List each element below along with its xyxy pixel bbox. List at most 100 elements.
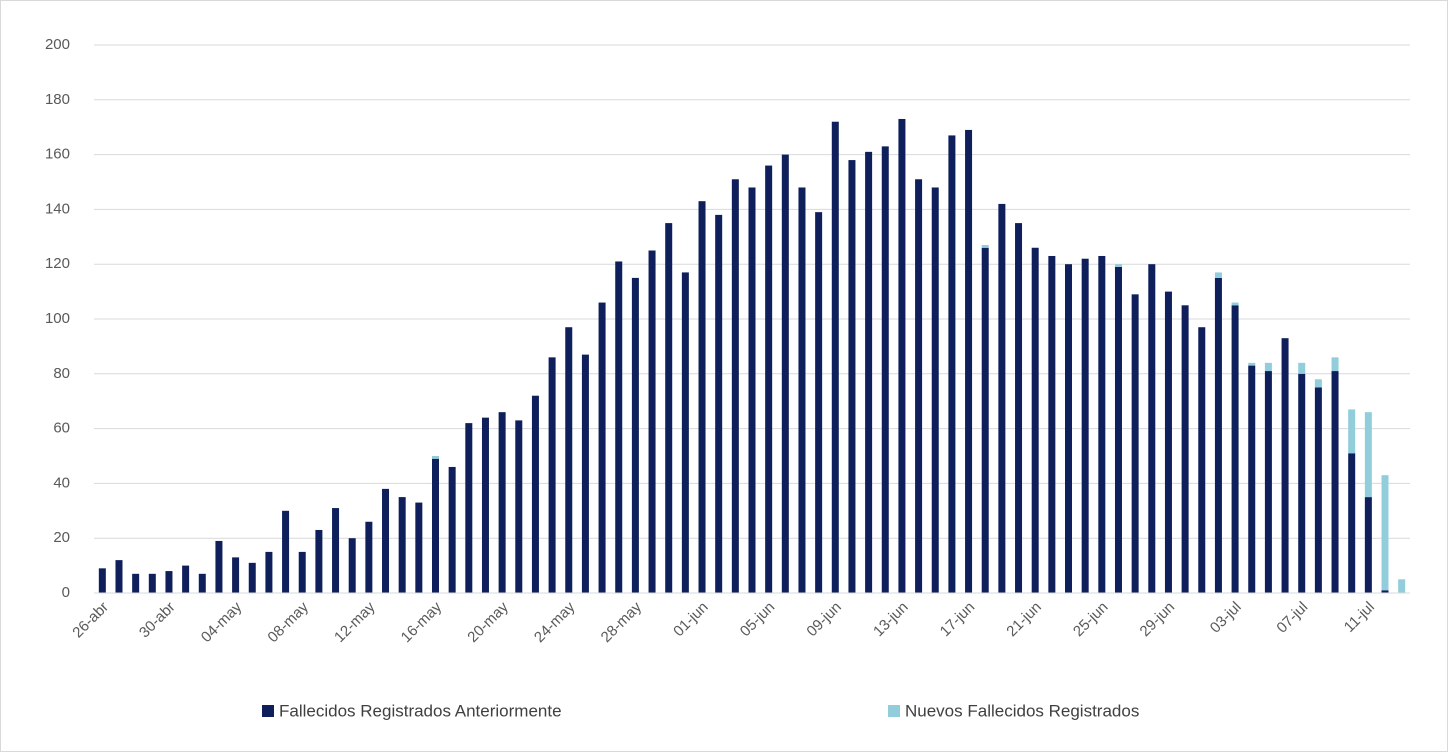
bar <box>1048 255 1056 594</box>
bar <box>282 510 290 593</box>
y-tick-label: 200 <box>45 36 70 53</box>
bar <box>698 201 706 593</box>
bar <box>365 521 373 593</box>
bar <box>1348 409 1356 454</box>
bar <box>215 540 223 593</box>
bar <box>1031 247 1039 593</box>
bar <box>332 508 340 593</box>
bar <box>981 247 989 593</box>
y-tick-label: 120 <box>45 255 70 272</box>
bar <box>648 250 656 593</box>
bar <box>265 551 273 593</box>
bar <box>198 573 206 593</box>
bar <box>1298 362 1306 374</box>
y-tick-label: 180 <box>45 91 70 108</box>
bar <box>165 571 173 593</box>
bar <box>598 302 606 593</box>
bar <box>1248 362 1256 366</box>
bar <box>931 187 939 594</box>
bar <box>182 565 190 593</box>
legend-label: Fallecidos Registrados Anteriormente <box>279 701 562 720</box>
bar <box>1081 258 1089 593</box>
bar <box>615 261 623 593</box>
bar <box>1214 277 1222 593</box>
bar <box>731 179 739 593</box>
y-tick-label: 0 <box>62 584 70 601</box>
bar <box>431 458 439 593</box>
bar <box>748 187 756 594</box>
bar <box>531 395 539 593</box>
bar <box>1181 305 1189 593</box>
bar <box>981 245 989 248</box>
y-tick-label: 140 <box>45 200 70 217</box>
y-tick-label: 80 <box>53 365 70 382</box>
bar <box>1214 272 1222 278</box>
bar <box>848 160 856 593</box>
bar <box>1114 264 1122 267</box>
bar <box>1298 373 1306 593</box>
bar <box>1231 305 1239 593</box>
bar <box>765 165 773 593</box>
bar <box>415 502 423 593</box>
bar <box>1114 266 1122 593</box>
bar <box>232 557 240 593</box>
bar <box>398 497 406 593</box>
bar <box>681 272 689 593</box>
bar <box>1264 371 1272 593</box>
bar <box>498 412 506 593</box>
bar <box>148 573 156 593</box>
bar <box>1348 453 1356 593</box>
legend-label: Nuevos Fallecidos Registrados <box>905 701 1139 720</box>
bar <box>815 212 823 593</box>
bar <box>1364 412 1372 498</box>
bar <box>515 420 523 593</box>
bar <box>1131 294 1139 593</box>
bar <box>248 562 256 593</box>
bar <box>98 568 106 593</box>
bar <box>631 277 639 593</box>
bar <box>315 529 323 593</box>
bar <box>465 423 473 593</box>
bar <box>298 551 306 593</box>
bar <box>1331 371 1339 593</box>
bar <box>132 573 140 593</box>
bar <box>382 488 390 593</box>
bar <box>881 146 889 593</box>
bar <box>665 223 673 593</box>
y-tick-label: 20 <box>53 529 70 546</box>
legend-swatch <box>262 705 274 717</box>
bar <box>1248 365 1256 593</box>
bar <box>715 214 723 593</box>
bar <box>1198 327 1206 593</box>
bar <box>1364 497 1372 593</box>
bar <box>1065 264 1073 593</box>
y-tick-label: 60 <box>53 420 70 437</box>
bar <box>948 135 956 594</box>
bar <box>548 357 556 593</box>
bar <box>1231 302 1239 306</box>
y-tick-label: 160 <box>45 146 70 163</box>
bar <box>1264 362 1272 372</box>
bar <box>898 118 906 593</box>
bar <box>1381 590 1389 593</box>
bar <box>115 560 123 593</box>
bar <box>1314 387 1322 593</box>
bar <box>1331 357 1339 372</box>
bar <box>1398 579 1406 593</box>
bar <box>915 179 923 593</box>
y-tick-label: 100 <box>45 310 70 327</box>
bar <box>1148 264 1156 593</box>
bar <box>565 327 573 593</box>
bar <box>1164 291 1172 593</box>
bar <box>348 538 356 593</box>
bar <box>965 129 973 593</box>
bar <box>1015 223 1023 593</box>
bar <box>1098 255 1106 594</box>
bar <box>798 187 806 594</box>
bar <box>581 354 589 593</box>
bar <box>431 456 439 459</box>
y-tick-label: 40 <box>53 474 70 491</box>
bar <box>831 121 839 593</box>
